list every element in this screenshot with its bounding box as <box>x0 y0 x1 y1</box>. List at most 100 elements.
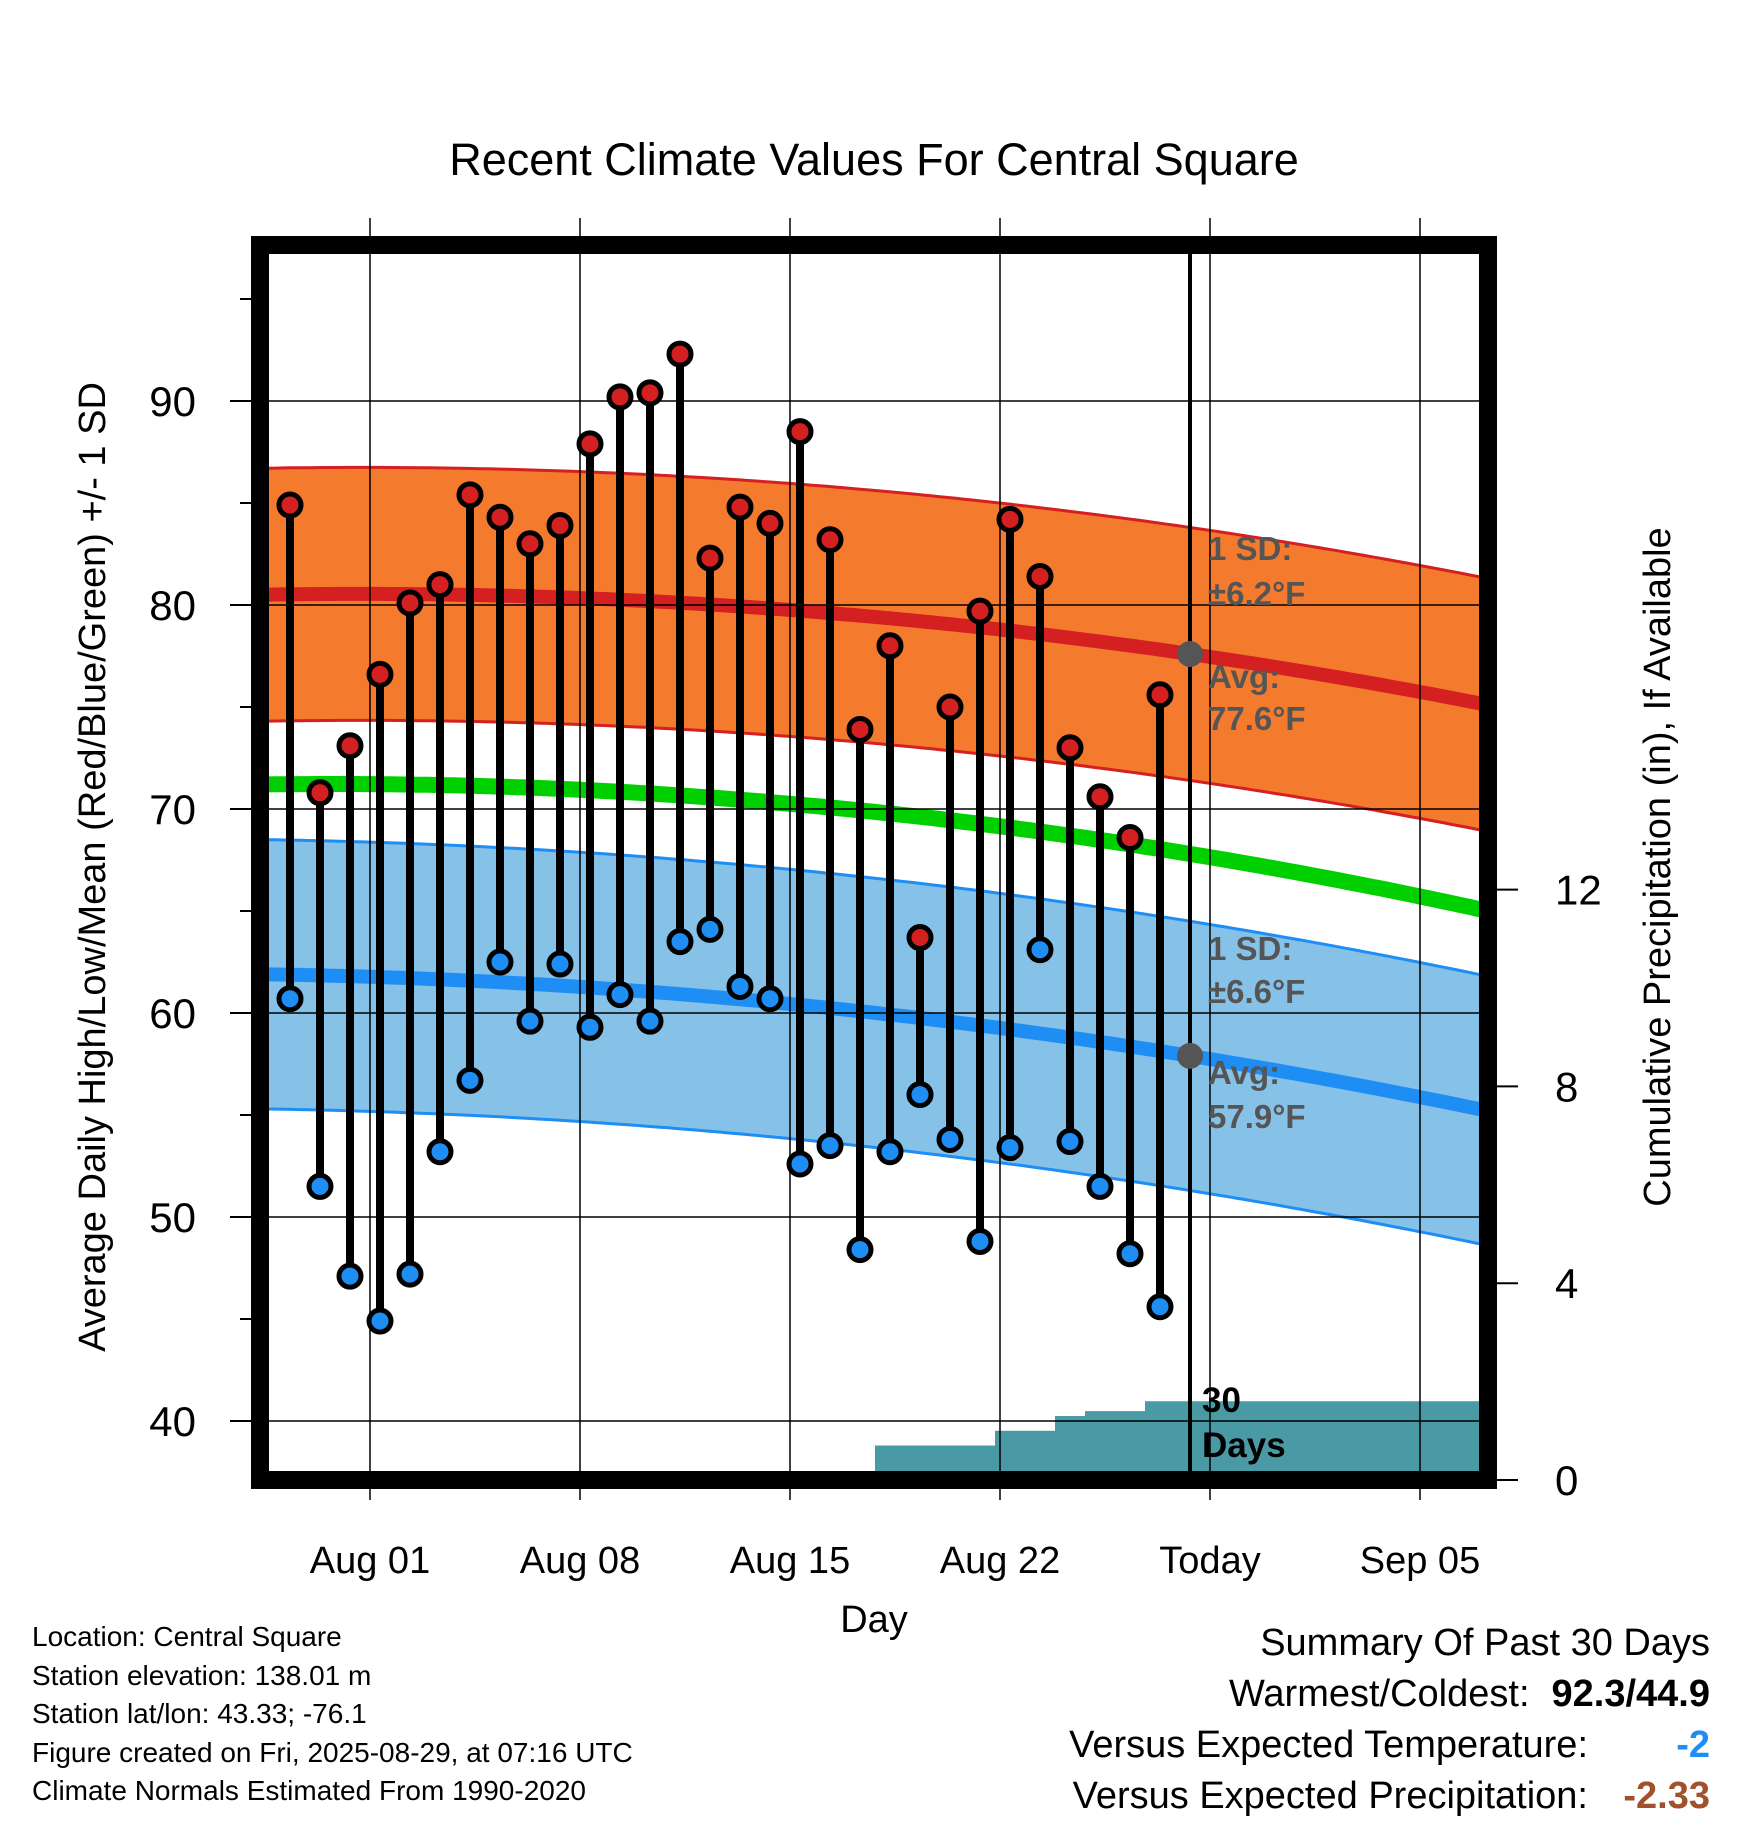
high-point <box>546 511 574 539</box>
low-point <box>816 1132 844 1160</box>
low-point <box>366 1307 394 1335</box>
high-sd-value: ±6.2°F <box>1208 575 1305 612</box>
summary-warmest-row: Warmest/Coldest: 92.3/44.9 <box>1069 1669 1710 1720</box>
high-point <box>1116 824 1144 852</box>
low-point <box>486 948 514 976</box>
low-point <box>426 1138 454 1166</box>
low-point <box>1026 936 1054 964</box>
high-point <box>1086 783 1114 811</box>
high-point <box>516 530 544 558</box>
right-tick-label: 8 <box>1555 1063 1578 1110</box>
location-text: Location: Central Square <box>32 1621 342 1652</box>
low-point <box>276 985 304 1013</box>
high-point <box>306 779 334 807</box>
summary-temp-row: Versus Expected Temperature: -2 <box>1069 1720 1710 1771</box>
left-tick-label: 90 <box>149 378 196 425</box>
latlon-text: Station lat/lon: 43.33; -76.1 <box>32 1698 367 1729</box>
high-sd-lower-edge <box>259 718 1489 833</box>
high-point <box>276 491 304 519</box>
low-point <box>966 1227 994 1255</box>
low-avg-label: Avg: <box>1208 1054 1280 1091</box>
low-point <box>1146 1293 1174 1321</box>
left-tick-label: 70 <box>149 786 196 833</box>
days-word: Days <box>1202 1426 1286 1465</box>
low-point <box>456 1066 484 1094</box>
high-sd-upper-edge <box>259 465 1489 580</box>
low-point <box>876 1138 904 1166</box>
high-point <box>426 571 454 599</box>
low-avg-value: 57.9°F <box>1208 1098 1306 1135</box>
y-axis-label-left: Average Daily High/Low/Mean (Red/Blue/Gr… <box>72 382 114 1352</box>
precip-label: Versus Expected Precipitation: <box>1072 1775 1588 1817</box>
low-sd-band <box>260 839 1488 1246</box>
summary-precip-row: Versus Expected Precipitation: -2.33 <box>1069 1771 1710 1822</box>
summary-title: Summary Of Past 30 Days <box>1260 1622 1710 1664</box>
low-point <box>846 1236 874 1264</box>
y-axis-label-right: Cumulative Precipitation (in), If Availa… <box>1637 527 1679 1206</box>
normal-high-line <box>259 586 1490 712</box>
left-tick-label: 40 <box>149 1398 196 1445</box>
temp-label: Versus Expected Temperature: <box>1069 1724 1588 1766</box>
low-point <box>336 1262 364 1290</box>
high-point <box>576 430 604 458</box>
high-point <box>336 732 364 760</box>
high-point <box>936 693 964 721</box>
elevation-text: Station elevation: 138.01 m <box>32 1659 372 1691</box>
low-point <box>606 981 634 1009</box>
low-point <box>1116 1240 1144 1268</box>
low-point <box>396 1260 424 1288</box>
plot-frame <box>251 236 1497 1489</box>
low-sd-lower-edge <box>259 1107 1489 1248</box>
high-point <box>606 383 634 411</box>
high-point <box>906 924 934 952</box>
days-count: 30 <box>1202 1381 1241 1420</box>
normals-text: Climate Normals Estimated From 1990-2020 <box>32 1775 586 1806</box>
high-avg-marker <box>1177 640 1203 667</box>
low-point <box>666 928 694 956</box>
x-tick-label: Aug 15 <box>730 1540 850 1582</box>
left-tick-label: 50 <box>149 1194 196 1241</box>
high-avg-label: Avg: <box>1208 658 1280 695</box>
low-point <box>726 972 754 1000</box>
warmest-value: 92.3/44.9 <box>1551 1673 1710 1715</box>
low-point <box>306 1172 334 1200</box>
high-sd-label: 1 SD: <box>1208 530 1292 567</box>
right-tick-label: 4 <box>1555 1260 1578 1307</box>
low-point <box>696 915 724 943</box>
low-point <box>636 1007 664 1035</box>
low-point <box>516 1007 544 1035</box>
precip-area <box>275 1401 1488 1480</box>
high-point <box>876 632 904 660</box>
x-tick-label: Sep 05 <box>1360 1540 1480 1582</box>
low-point <box>786 1150 814 1178</box>
low-sd-upper-edge <box>259 838 1489 978</box>
x-axis-label: Day <box>840 1599 908 1641</box>
x-tick-label: Today <box>1159 1540 1260 1582</box>
low-sd-label: 1 SD: <box>1208 930 1292 967</box>
axes: 40 50 60 70 80 90 0 4 8 12 Aug 01 Aug 08 Aug 15 Aug 2… <box>149 236 1602 1582</box>
low-point <box>996 1134 1024 1162</box>
left-tick-label: 80 <box>149 582 196 629</box>
high-point <box>726 493 754 521</box>
high-point <box>696 544 724 572</box>
high-point <box>456 481 484 509</box>
chart-title: Recent Climate Values For Central Square <box>449 134 1299 185</box>
right-tick-label: 12 <box>1555 867 1602 914</box>
high-point <box>366 660 394 688</box>
created-text: Figure created on Fri, 2025-08-29, at 07… <box>32 1736 633 1768</box>
high-point <box>756 509 784 537</box>
right-tick-label: 0 <box>1555 1457 1578 1504</box>
low-point <box>906 1081 934 1109</box>
high-point <box>1146 681 1174 709</box>
normal-mean-line <box>259 776 1490 919</box>
warmest-label: Warmest/Coldest: <box>1228 1673 1530 1715</box>
high-point <box>396 589 424 617</box>
summary-panel: Summary Of Past 30 Days Warmest/Coldest:… <box>1069 1618 1710 1822</box>
high-point <box>786 418 814 446</box>
low-point <box>576 1013 604 1041</box>
high-sd-band <box>260 467 1488 832</box>
high-point <box>846 715 874 743</box>
low-point <box>936 1125 964 1153</box>
high-point <box>486 503 514 531</box>
